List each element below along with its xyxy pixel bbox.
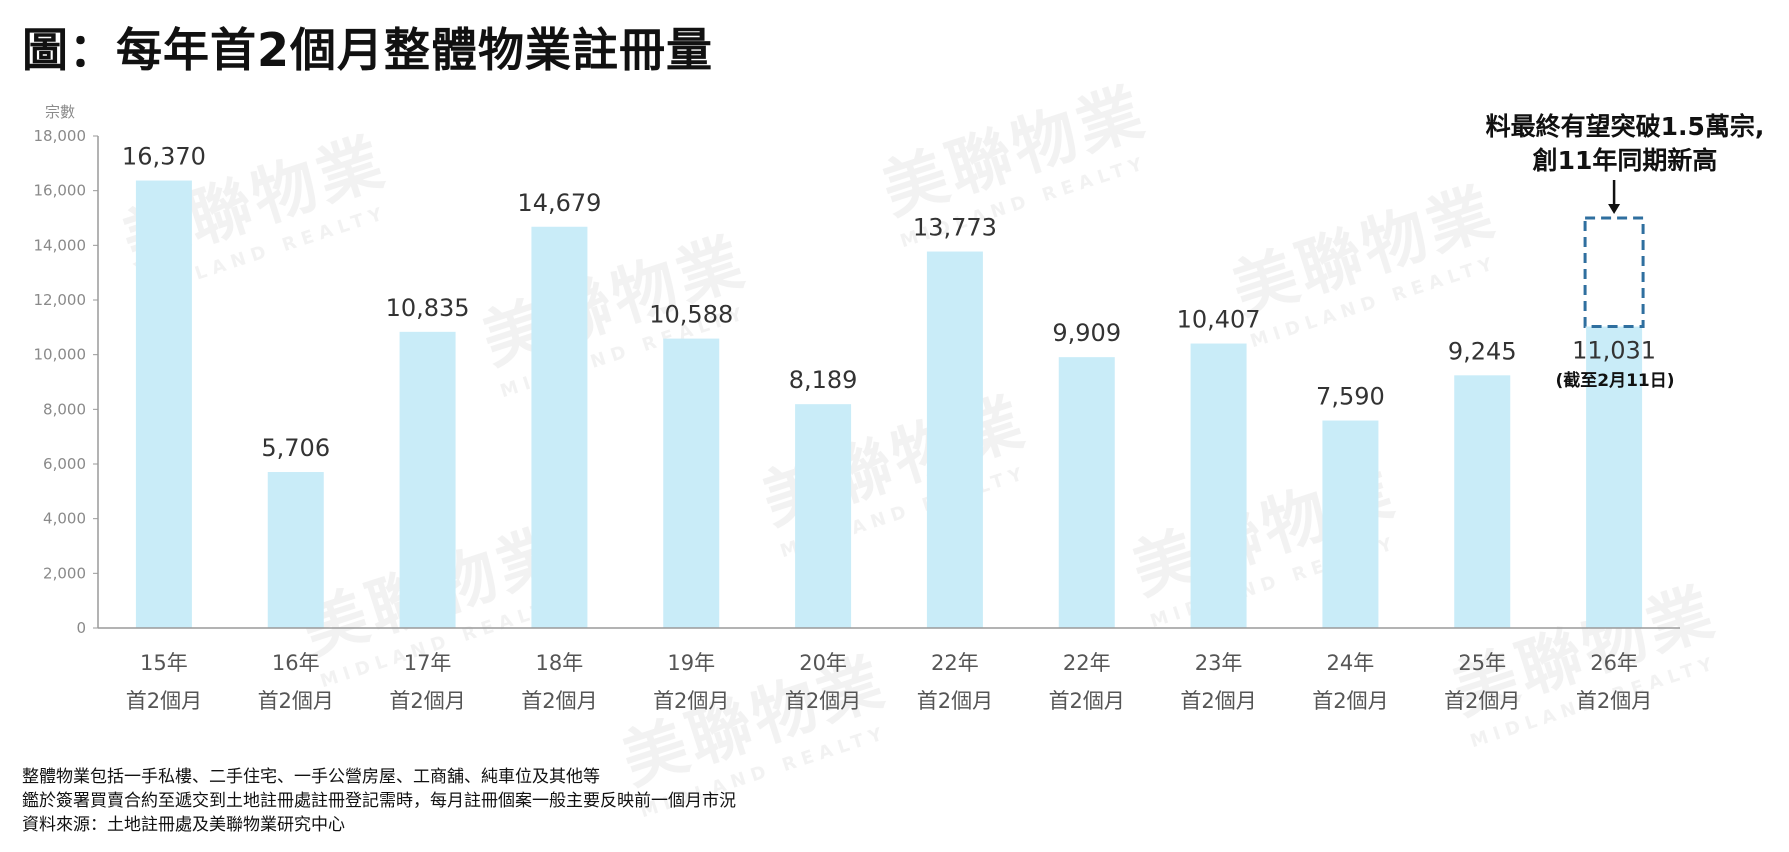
x-tick-sublabel: 首2個月 [1444, 689, 1520, 713]
x-tick-sublabel: 首2個月 [917, 689, 993, 713]
annotation-line-2: 創11年同期新高 [1532, 146, 1718, 175]
bars [135, 180, 1643, 629]
x-tick-label: 18年 [536, 651, 584, 675]
y-tick-label: 18,000 [34, 127, 87, 145]
bar [1586, 326, 1643, 628]
x-tick-label: 20年 [799, 651, 847, 675]
x-tick-label: 17年 [404, 651, 452, 675]
x-tick-label: 22年 [1063, 651, 1111, 675]
x-tick-sublabel: 首2個月 [785, 689, 861, 713]
bar [1322, 420, 1379, 628]
data-label: 10,588 [649, 301, 733, 329]
y-tick-label: 14,000 [34, 236, 87, 254]
data-label: 8,189 [789, 366, 858, 394]
data-label: 11,031 [1572, 336, 1656, 364]
x-tick-label: 24年 [1327, 651, 1375, 675]
y-tick-label: 6,000 [43, 455, 86, 473]
bar [399, 331, 456, 628]
data-label: 7,590 [1316, 383, 1385, 411]
value-labels: 16,370 5,706 10,835 14,679 10,588 8,189 13,773… [122, 143, 1656, 462]
y-tick-label: 8,000 [43, 400, 86, 418]
bar [1190, 343, 1247, 628]
x-tick-label: 26年 [1590, 651, 1638, 675]
x-tick-label: 23年 [1195, 651, 1243, 675]
bar [531, 226, 588, 629]
data-label: 14,679 [517, 189, 601, 217]
projection-annotation: 料最終有望突破1.5萬宗, 創11年同期新高 [1455, 110, 1789, 178]
data-label: 9,245 [1448, 337, 1517, 365]
x-tick-sublabel: 首2個月 [1576, 689, 1652, 713]
x-tick-sublabel: 首2個月 [521, 689, 597, 713]
data-label: 10,407 [1177, 306, 1261, 334]
x-tick-sublabel: 首2個月 [653, 689, 729, 713]
x-tick-sublabel: 首2個月 [1049, 689, 1125, 713]
projection-arrow-head [1608, 204, 1621, 214]
bar [1058, 357, 1115, 628]
data-label: 9,909 [1052, 319, 1121, 347]
chart-title: 圖：每年首2個月整體物業註冊量 [22, 23, 714, 77]
data-label: 13,773 [913, 214, 997, 242]
y-tick-label: 12,000 [34, 291, 87, 309]
x-tick-sublabel: 首2個月 [126, 689, 202, 713]
x-tick-label: 16年 [272, 651, 320, 675]
y-tick-label: 0 [76, 619, 86, 637]
x-tick-label: 22年 [931, 651, 979, 675]
y-axis-ticks: 0 2,000 4,000 6,000 8,000 10,000 12,000 14,000 1… [34, 127, 99, 637]
bar-chart: 宗數 0 2,000 4,000 6,000 8,000 10,000 12,000 14,0… [34, 103, 1680, 713]
x-tick-label: 15年 [140, 651, 188, 675]
x-tick-sublabel: 首2個月 [1180, 689, 1256, 713]
bar [663, 338, 720, 628]
footnote-1: 整體物業包括一手私樓、二手住宅、一手公營房屋、工商舖、純車位及其他等 [22, 767, 600, 787]
x-tick-sublabel: 首2個月 [1312, 689, 1388, 713]
footnote-2: 鑑於簽署買賣合約至遞交到土地註冊處註冊登記需時，每月註冊個案一般主要反映前一個月… [22, 791, 736, 811]
projection-group [1583, 180, 1645, 328]
annotation-line-1: 料最終有望突破1.5萬宗, [1485, 112, 1765, 141]
bar [135, 180, 192, 628]
x-tick-sublabel: 首2個月 [389, 689, 465, 713]
x-tick-label: 19年 [667, 651, 715, 675]
bar [795, 404, 852, 628]
footnote-3: 資料來源：土地註冊處及美聯物業研究中心 [22, 815, 345, 835]
bar [267, 472, 324, 628]
x-tick-sublabel: 首2個月 [258, 689, 334, 713]
y-tick-label: 10,000 [34, 346, 87, 364]
y-tick-label: 2,000 [43, 564, 86, 582]
bar [1454, 375, 1511, 628]
cutoff-note: (截至2月11日) [1555, 371, 1675, 391]
bar [926, 251, 983, 628]
data-label: 10,835 [386, 294, 470, 322]
y-axis-label: 宗數 [45, 103, 75, 121]
y-tick-label: 16,000 [34, 182, 87, 200]
data-label: 5,706 [261, 434, 330, 462]
data-label: 16,370 [122, 143, 206, 171]
x-tick-label: 25年 [1458, 651, 1506, 675]
y-tick-label: 4,000 [43, 510, 86, 528]
projection-box [1583, 216, 1645, 328]
footnotes: 整體物業包括一手私樓、二手住宅、一手公營房屋、工商舖、純車位及其他等 鑑於簽署買… [22, 765, 736, 837]
